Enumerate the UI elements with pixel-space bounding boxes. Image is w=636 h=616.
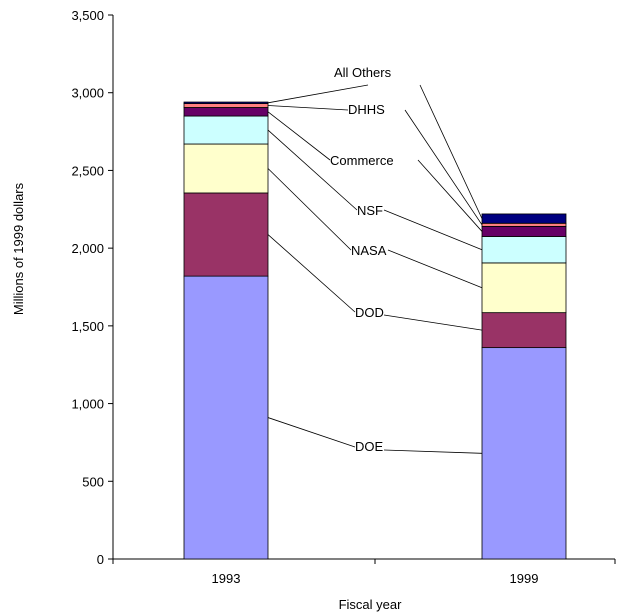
series-label-nsf: NSF [357,203,383,218]
series-label-nasa: NASA [351,243,387,258]
x-tick-label: 1993 [212,571,241,586]
y-tick-label: 1,000 [71,397,104,412]
leader-line-1993 [267,234,356,313]
leader-line-1999 [383,209,483,251]
y-tick-label: 3,000 [71,86,104,101]
bar-segment-dhhs [481,222,567,227]
bars [183,101,567,560]
leader-line-1993 [267,105,349,111]
bar-segment-dhhs [183,103,269,108]
bar-segment-nsf [481,236,567,264]
leader-line-1993 [267,417,356,448]
bar-segment-all-others [481,213,567,224]
leader-line-1999 [417,159,483,232]
series-label-doe: DOE [355,439,384,454]
bar-segment-nsf [183,115,269,145]
leader-line-1999 [383,314,483,331]
bar-segment-doe [481,347,567,560]
leader-line-1993 [267,129,358,211]
y-tick-label: 1,500 [71,319,104,334]
y-axis: 0 500 1,000 1,500 2,000 2,500 3,000 3,500 [71,8,114,567]
leader-line-1993 [267,168,352,251]
bar-segment-nasa [481,262,567,314]
leader-line-1999 [387,249,483,289]
bar-segment-commerce [481,225,567,237]
series-label-all-others: All Others [334,65,392,80]
bar-segment-dod [183,192,269,277]
y-tick-label: 2,500 [71,163,104,178]
y-tick-label: 2,000 [71,241,104,256]
x-tick-label: 1999 [510,571,539,586]
series-label-dod: DOD [355,305,384,320]
leader-line-1993 [267,84,369,104]
bar-segment-dod [481,312,567,349]
y-axis-title: Millions of 1999 dollars [11,182,26,315]
series-label-dhhs: DHHS [348,102,385,117]
bar-segment-all-others [183,101,269,104]
x-axis-title: Fiscal year [339,597,403,612]
y-tick-label: 3,500 [71,8,104,23]
series-label-commerce: Commerce [330,153,394,168]
x-axis: 1993 1999 [112,558,616,586]
leader-line-1999 [419,84,483,219]
y-tick-label: 0 [97,552,104,567]
leader-line-1999 [383,449,483,454]
callouts: DOE DOD NASA NSF Commerce DHHS All Others [267,65,483,454]
leader-line-1993 [267,111,331,161]
bar-segment-doe [183,275,269,560]
leader-line-1999 [404,109,483,226]
y-tick-label: 500 [82,474,104,489]
bar-segment-commerce [183,107,269,117]
bar-segment-nasa [183,143,269,194]
